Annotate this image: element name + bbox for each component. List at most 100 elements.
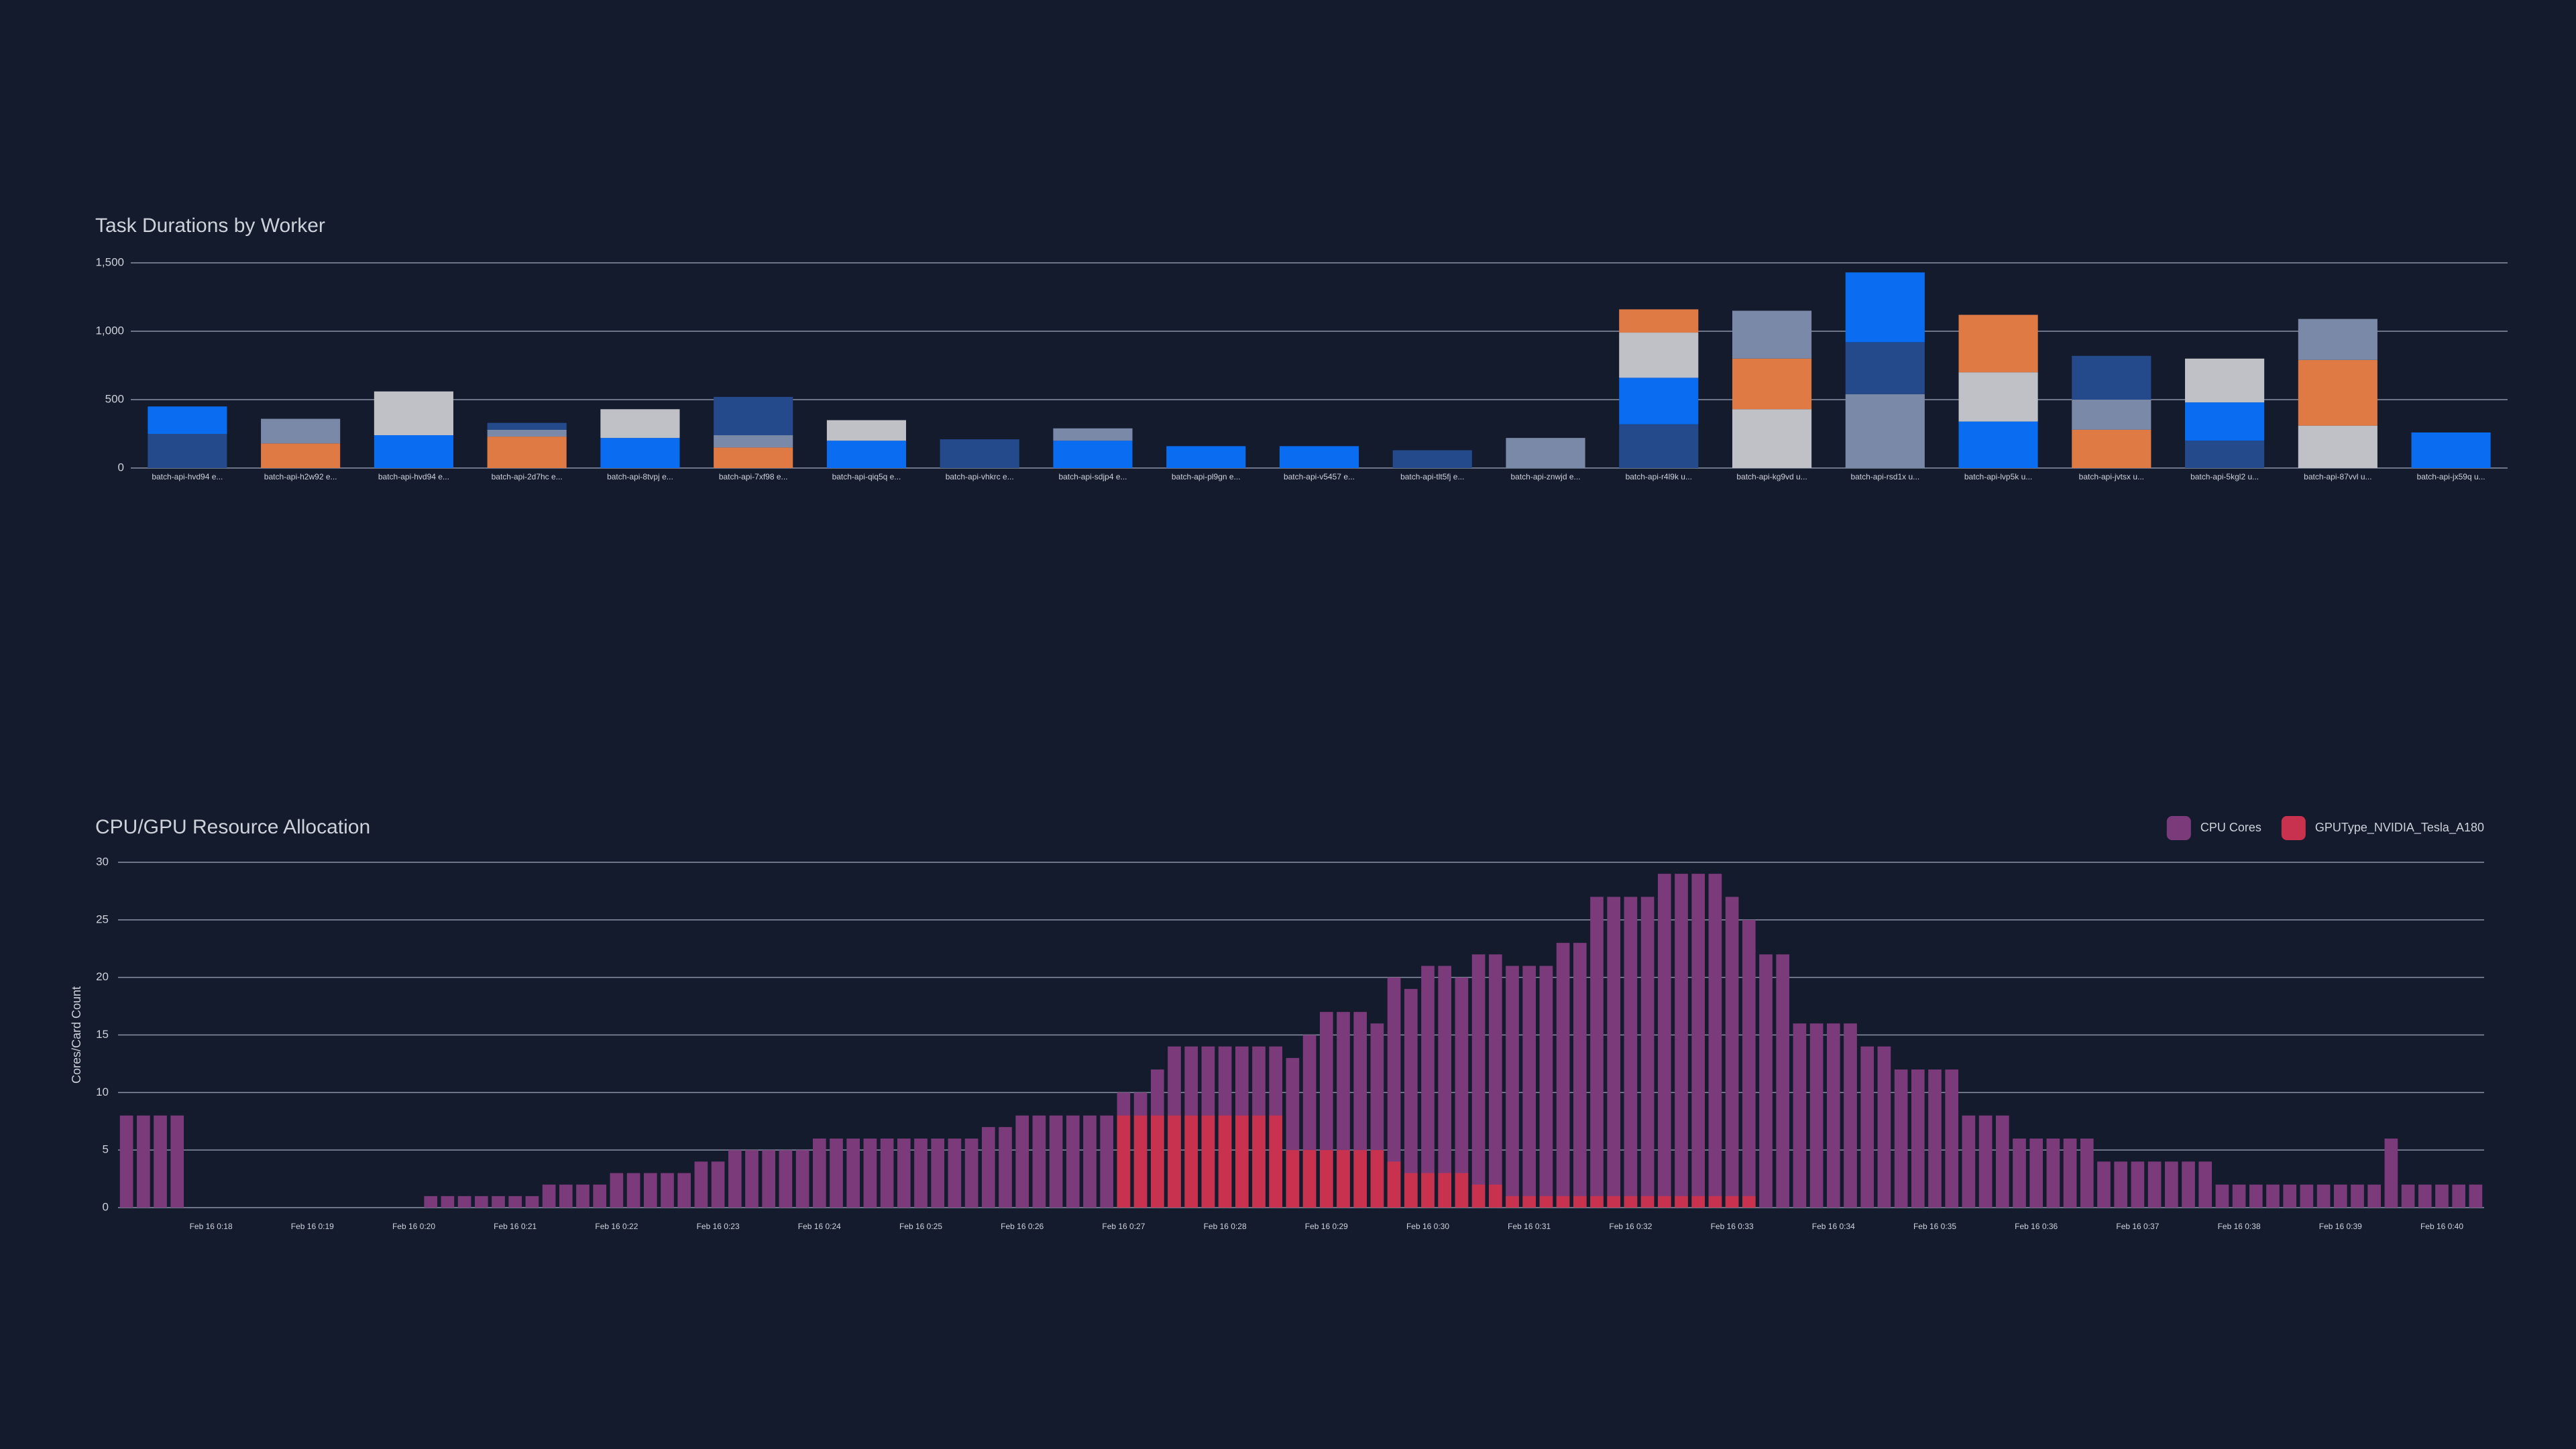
bar [2182, 1161, 2195, 1208]
bar-segment [2072, 400, 2151, 430]
x-tick-label: Feb 16 0:27 [1102, 1222, 1145, 1231]
bar [1640, 896, 1655, 1208]
bar [643, 1173, 657, 1208]
bar [1150, 1115, 1164, 1208]
bar [2300, 1184, 2314, 1208]
bar [1370, 1150, 1384, 1208]
bar [711, 1161, 725, 1208]
bar-segment [714, 435, 793, 448]
x-tick-label: Feb 16 0:22 [595, 1222, 638, 1231]
bar [2418, 1184, 2432, 1208]
bar [1590, 896, 1604, 1208]
x-tick-label: Feb 16 0:19 [291, 1222, 334, 1231]
bar [2249, 1184, 2263, 1208]
bar [999, 1126, 1012, 1208]
bar [897, 1139, 911, 1208]
x-tick-label: batch-api-jx59q u... [2417, 472, 2485, 481]
bar-segment [1845, 394, 1925, 468]
bar [1353, 1150, 1367, 1208]
bar [2215, 1184, 2229, 1208]
bar-segment [487, 429, 567, 437]
x-tick-label: batch-api-v5457 e... [1284, 472, 1355, 481]
x-tick-label: Feb 16 0:24 [798, 1222, 841, 1231]
bar-segment [1392, 450, 1472, 468]
x-tick-label: Feb 16 0:40 [2420, 1222, 2463, 1231]
bar [2435, 1184, 2449, 1208]
bar [1708, 874, 1722, 1208]
bar-segment [826, 420, 907, 441]
bar [1471, 1184, 1486, 1208]
bar [170, 1115, 184, 1208]
x-tick-label: Feb 16 0:33 [1711, 1222, 1754, 1231]
bar-segment [1958, 421, 2038, 468]
bar [1607, 896, 1621, 1208]
bar [1691, 874, 1705, 1208]
x-tick-label: batch-api-tlt5fj e... [1400, 472, 1464, 481]
bar [1539, 1196, 1553, 1208]
bar-segment [2298, 359, 2377, 426]
bar-segment [2298, 425, 2377, 468]
chart: CPU/GPU Resource Allocation 0 5 10 15 20 25 30 C… [70, 816, 2484, 1231]
bar [610, 1173, 624, 1208]
bar [1488, 1184, 1502, 1208]
bar-segment [148, 406, 227, 434]
bar [593, 1184, 607, 1208]
bar [812, 1139, 826, 1208]
x-tick-label: Feb 16 0:18 [190, 1222, 233, 1231]
bar [2283, 1184, 2297, 1208]
bar-segment [714, 447, 793, 468]
legend-swatch [2281, 816, 2306, 840]
bar-segment [1053, 428, 1133, 441]
bar [576, 1184, 590, 1208]
bar [542, 1184, 556, 1208]
bar-segment [1619, 378, 1699, 424]
bar-segment [2298, 318, 2377, 360]
bar [2013, 1139, 2026, 1208]
x-tick-label: batch-api-2d7hc e... [492, 472, 563, 481]
x-tick-label: batch-api-hvd94 e... [152, 472, 223, 481]
bar-segment [2072, 429, 2151, 468]
bar [728, 1150, 742, 1208]
bar [1809, 1023, 1824, 1208]
x-tick-label: Feb 16 0:23 [697, 1222, 740, 1231]
bar [2316, 1184, 2331, 1208]
bar-segment [2185, 358, 2265, 403]
bar [1235, 1115, 1249, 1208]
bar [457, 1196, 471, 1208]
bar-segment [1619, 333, 1699, 378]
bar [1015, 1115, 1029, 1208]
bar-segment [1845, 272, 1925, 343]
bar-segment [1166, 446, 1246, 468]
bar [2452, 1184, 2466, 1208]
y-tick-label: 1,000 [95, 324, 124, 337]
bar [1302, 1150, 1317, 1208]
x-tick-label: Feb 16 0:21 [494, 1222, 537, 1231]
x-tick-label: batch-api-5kgl2 u... [2190, 472, 2259, 481]
bar [1539, 966, 1553, 1208]
y-tick-label: 10 [96, 1086, 109, 1098]
bar-segment [2072, 355, 2151, 400]
bar [1556, 943, 1570, 1208]
x-tick-label: Feb 16 0:39 [2319, 1222, 2362, 1231]
x-tick-label: Feb 16 0:35 [1913, 1222, 1956, 1231]
y-tick-label: 0 [103, 1200, 109, 1213]
bar [154, 1115, 167, 1208]
bar [2198, 1161, 2213, 1208]
bar [914, 1139, 928, 1208]
bar [762, 1150, 776, 1208]
bar [2469, 1184, 2483, 1208]
bar [1607, 1196, 1621, 1208]
bar-segment [148, 434, 227, 468]
bar [677, 1173, 691, 1208]
x-tick-label: batch-api-8tvpj e... [607, 472, 673, 481]
bar [2063, 1139, 2077, 1208]
bar [880, 1139, 894, 1208]
bar-segment [600, 438, 680, 468]
x-tick-label: Feb 16 0:36 [2015, 1222, 2058, 1231]
bar [1624, 1196, 1638, 1208]
x-tick-label: batch-api-znwjd e... [1510, 472, 1580, 481]
bar [1793, 1023, 1807, 1208]
bar [119, 1115, 133, 1208]
x-tick-label: batch-api-lvp5k u... [1964, 472, 2032, 481]
bar [559, 1184, 573, 1208]
